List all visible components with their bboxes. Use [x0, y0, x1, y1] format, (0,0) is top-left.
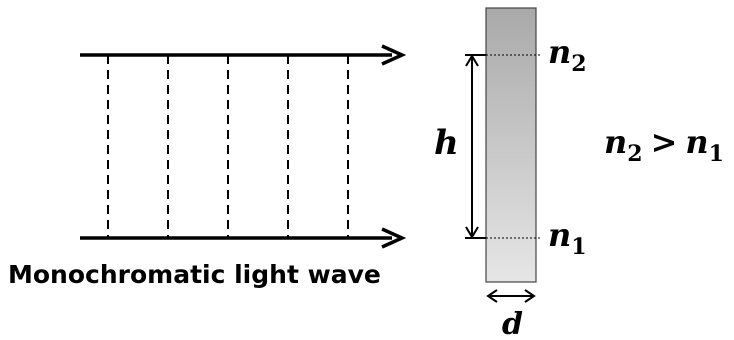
- label-h: h: [434, 123, 459, 163]
- width-arrowhead-right: [524, 289, 536, 303]
- wave-label: Monochromatic light wave: [8, 260, 381, 289]
- width-arrowhead-left: [486, 289, 498, 303]
- inequality-left-subscript: 2: [627, 141, 642, 167]
- top-ray-arrowhead: [381, 44, 407, 66]
- wave-rays: [80, 44, 407, 249]
- height-arrowhead-down: [465, 226, 479, 239]
- label-d: d: [502, 307, 523, 340]
- plate: [485, 7, 537, 283]
- height-dimension: [465, 54, 486, 239]
- inequality-right-symbol: n: [685, 123, 708, 161]
- inequality-right-subscript: 1: [709, 141, 724, 167]
- height-arrowhead-up: [465, 54, 479, 67]
- bottom-ray-arrowhead: [381, 227, 407, 249]
- top-index-subscript: 2: [571, 51, 586, 77]
- bottom-index-subscript: 1: [571, 234, 586, 260]
- width-dimension: [486, 289, 536, 303]
- bottom-index-symbol: n: [548, 216, 571, 254]
- inequality-left-symbol: n: [604, 123, 627, 161]
- bottom-index-label: n1: [548, 216, 587, 260]
- top-index-label: n2: [548, 33, 587, 77]
- inequality-operator: >: [651, 123, 678, 161]
- wavefronts: [107, 55, 349, 238]
- inequality: n2 > n1: [604, 123, 724, 167]
- top-index-symbol: n: [548, 33, 571, 71]
